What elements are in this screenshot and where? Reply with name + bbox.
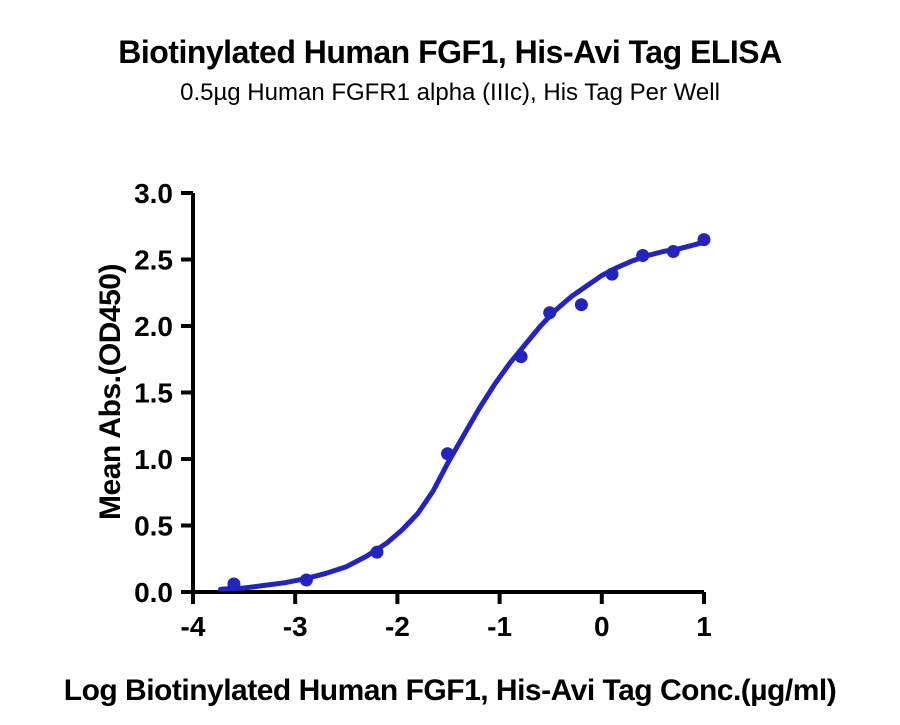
y-tick-label: 0.5 xyxy=(134,511,173,542)
data-point xyxy=(636,249,650,262)
chart-subtitle: 0.5µg Human FGFR1 alpha (IIIc), His Tag … xyxy=(180,79,720,106)
y-tick-label: 2.0 xyxy=(134,311,173,342)
x-axis-label: Log Biotinylated Human FGF1, His-Avi Tag… xyxy=(63,674,837,707)
x-tick-label: -1 xyxy=(487,611,512,642)
data-point xyxy=(697,233,711,247)
y-tick-label: 0.0 xyxy=(134,577,173,608)
chart-title: Biotinylated Human FGF1, His-Avi Tag ELI… xyxy=(118,34,782,70)
data-point xyxy=(299,573,313,587)
x-tick-label: -2 xyxy=(385,611,410,642)
x-tick-label: 0 xyxy=(594,611,610,642)
x-tick-label: -4 xyxy=(181,611,206,642)
data-point xyxy=(666,245,680,258)
data-point xyxy=(514,350,528,364)
y-tick-label: 3.0 xyxy=(134,178,173,209)
data-point xyxy=(370,545,384,559)
y-tick-label: 2.5 xyxy=(134,245,173,276)
data-point xyxy=(605,267,619,281)
x-tick-label: 1 xyxy=(696,611,712,642)
fit-curve xyxy=(218,239,707,592)
data-point xyxy=(574,298,588,312)
x-tick-label: -3 xyxy=(283,611,308,642)
axis-spines xyxy=(191,193,704,594)
data-point xyxy=(543,306,557,320)
y-tick-label: 1.5 xyxy=(134,378,173,409)
data-point xyxy=(227,577,241,591)
data-point xyxy=(441,447,454,461)
y-tick-label: 1.0 xyxy=(134,444,173,475)
